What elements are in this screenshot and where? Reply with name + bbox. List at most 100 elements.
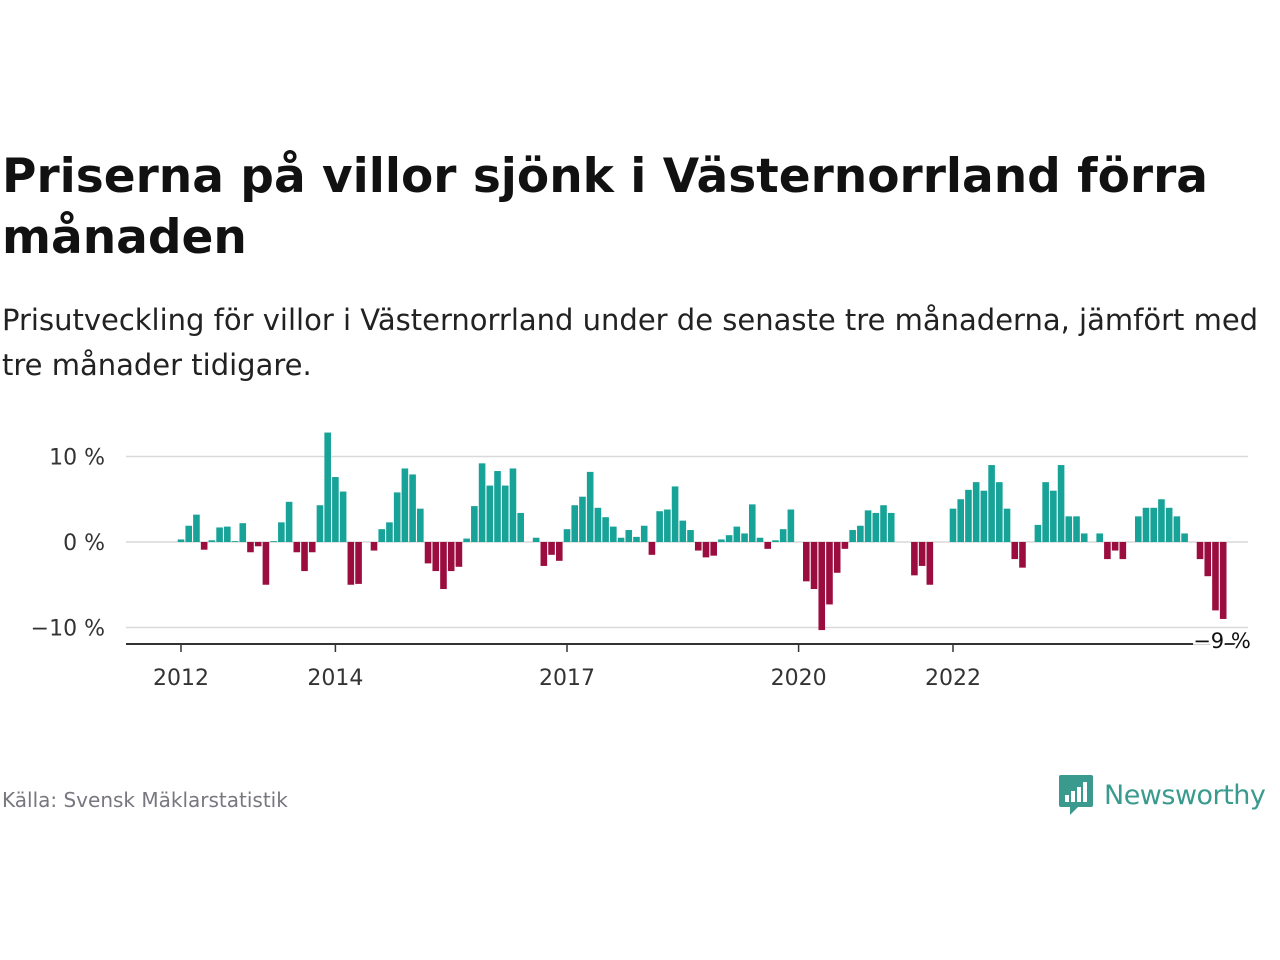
bar (756, 537, 764, 542)
bar (293, 542, 301, 553)
bar (617, 537, 625, 542)
bar (308, 542, 316, 553)
bar (648, 542, 656, 555)
bar (926, 542, 934, 585)
bar (486, 485, 494, 542)
bar (455, 542, 463, 567)
bar (741, 533, 748, 542)
bar (1196, 542, 1204, 560)
bar (1158, 499, 1165, 542)
bar (1134, 516, 1142, 542)
bar (278, 522, 285, 542)
bar (231, 541, 239, 543)
bar (586, 471, 594, 542)
bar (671, 486, 679, 542)
bar (841, 542, 849, 549)
bar (517, 512, 524, 542)
bar (1011, 542, 1019, 560)
bar (193, 514, 200, 542)
bar (378, 529, 386, 542)
bar-chart-bubble-icon (1059, 775, 1093, 815)
last-value-label: −9 % (1193, 629, 1251, 653)
bar-chart: 10 % 0 % −10 % 2012 2014 2017 2020 2022 −9 % (31, 432, 1254, 691)
bar (980, 490, 988, 542)
bar (463, 538, 470, 542)
chart-subtitle: Prisutveckling för villor i Västernorrla… (2, 303, 1259, 382)
bar (857, 525, 864, 542)
bar (718, 539, 725, 542)
bar (1142, 507, 1150, 542)
bar (996, 482, 1003, 542)
bar (694, 542, 702, 551)
bar (216, 527, 223, 543)
bar (911, 542, 918, 576)
x-tick-label: 2017 (539, 666, 595, 691)
bar (409, 474, 416, 542)
bar (957, 499, 965, 542)
bar (185, 525, 193, 542)
bar (1219, 542, 1227, 619)
bar (880, 505, 887, 542)
bar (386, 522, 393, 542)
bar (764, 542, 772, 549)
x-tick-label: 2020 (771, 666, 827, 691)
bar (725, 535, 733, 542)
bar (239, 523, 247, 542)
bar (478, 463, 486, 542)
bar (339, 491, 347, 542)
x-tick-label: 2012 (153, 666, 209, 691)
y-tick-label: −10 % (31, 617, 105, 642)
bar (1057, 465, 1065, 542)
y-tick-label: 0 % (63, 531, 105, 556)
bar (833, 542, 841, 573)
bar (177, 539, 185, 542)
bar (779, 529, 787, 542)
bar (247, 542, 254, 553)
x-tick-label: 2022 (925, 666, 981, 691)
bar (625, 530, 633, 542)
bar (1042, 482, 1049, 542)
bar (494, 471, 501, 542)
bar (548, 542, 555, 555)
y-tick-label: 10 % (49, 446, 105, 471)
chart-title: Priserna på villor sjönk i Västernorrlan… (2, 149, 1208, 265)
bar (509, 468, 517, 542)
bar (656, 511, 663, 542)
bar (687, 530, 694, 542)
bar (594, 507, 602, 542)
bar (887, 512, 895, 542)
bar (440, 542, 447, 590)
bar (702, 542, 710, 558)
bar (772, 540, 779, 542)
bar (810, 542, 818, 590)
bar (200, 542, 208, 550)
bar (733, 526, 741, 542)
bar (1073, 516, 1080, 542)
bar (679, 520, 687, 543)
bar (633, 536, 640, 542)
bar (988, 465, 995, 542)
bar (224, 526, 231, 542)
bar (285, 501, 293, 542)
bar (1050, 490, 1057, 542)
bar (1065, 516, 1073, 542)
bar (563, 529, 571, 542)
bar (1019, 542, 1026, 568)
bar (579, 496, 586, 543)
bar (748, 504, 756, 542)
bar (972, 482, 980, 542)
bar (965, 489, 972, 542)
bar (471, 506, 478, 542)
bar (1181, 533, 1188, 542)
bar (301, 542, 308, 572)
bar (710, 542, 717, 556)
bar (571, 505, 579, 542)
value-labels: −9 % (1191, 627, 1254, 656)
bar (370, 542, 378, 551)
bar (1003, 508, 1011, 542)
x-tick-label: 2014 (307, 666, 363, 691)
gridlines: 10 % 0 % −10 % (31, 446, 1248, 642)
bar (826, 542, 833, 605)
source-note: Källa: Svensk Mäklarstatistik (2, 788, 288, 812)
brand-name: Newsworthy (1104, 779, 1266, 811)
